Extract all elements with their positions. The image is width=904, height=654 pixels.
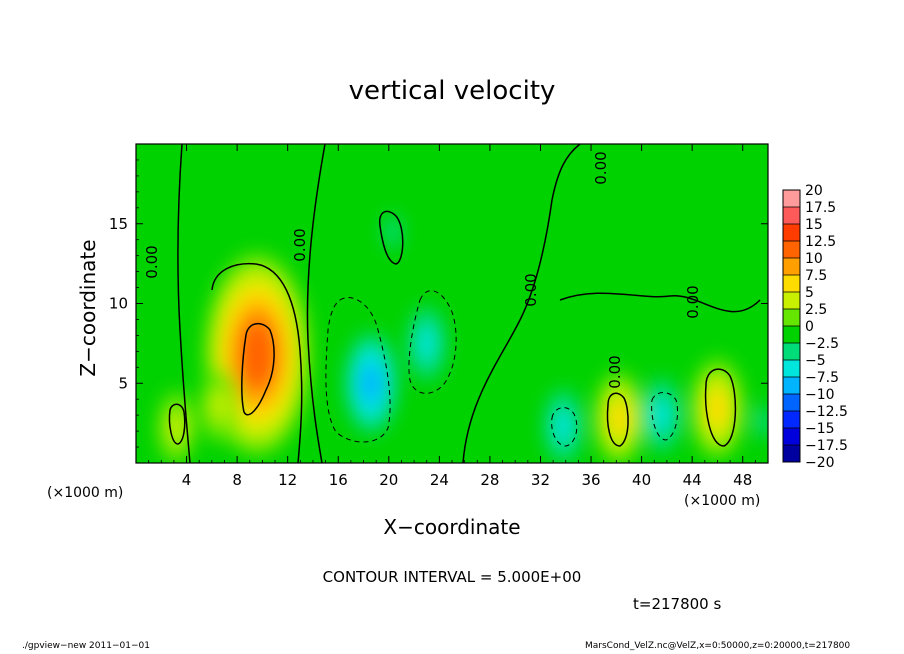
colorbar-label: −2.5: [805, 336, 839, 352]
colorbar-label: 7.5: [805, 268, 827, 284]
chart-title: vertical velocity: [348, 76, 556, 106]
colorbar-swatch: [783, 224, 800, 242]
colorbar-label: −7.5: [805, 370, 839, 386]
colorbar-swatch: [783, 411, 800, 429]
footer-data-source: MarsCond_VelZ.nc@VelZ,x=0:50000,z=0:2000…: [585, 641, 851, 651]
colorbar-label: 15: [805, 217, 823, 233]
x-tick-label: 20: [379, 471, 398, 489]
contour-value-label: 0.00: [684, 285, 702, 318]
contour-value-label: 0.00: [606, 355, 624, 388]
contour-line: [704, 368, 737, 447]
zero-contour-line: [462, 144, 581, 463]
velocity-cell: [554, 409, 573, 444]
colorbar-label: 20: [805, 183, 823, 199]
velocity-cell: [706, 388, 729, 429]
colorbar-swatch: [783, 258, 800, 276]
plot-area: 0.00 0.00 0.00 0.00 0.00 0.00: [136, 144, 768, 463]
negative-contour-line: [325, 297, 391, 443]
zero-contour-line: [559, 292, 761, 313]
zero-contour-line: [379, 210, 404, 265]
colorbar-label: −5: [805, 353, 826, 369]
x-tick-label: 40: [632, 471, 651, 489]
colorbar-swatch: [783, 445, 800, 463]
contour-labels: 0.00 0.00 0.00 0.00 0.00 0.00: [143, 151, 702, 388]
velocity-cell: [608, 399, 629, 438]
velocity-field: [156, 214, 768, 463]
velocity-cell: [652, 397, 671, 433]
y-tick-label: 10: [109, 295, 128, 313]
velocity-cell: [360, 363, 382, 404]
colorbar-label: 2.5: [805, 302, 827, 318]
colorbar: 2017.51512.5107.552.50−2.5−5−7.5−10−12.5…: [782, 183, 848, 471]
x-tick-label: 28: [480, 471, 499, 489]
contour-line: [606, 392, 629, 447]
x-tick-label: 24: [430, 471, 449, 489]
velocity-cell: [383, 214, 402, 250]
x-tick-label: 32: [531, 471, 550, 489]
colorbar-swatch: [783, 275, 800, 293]
colorbar-label: −17.5: [805, 438, 848, 454]
colorbar-label: −10: [805, 387, 835, 403]
contour-lines: [168, 144, 761, 463]
contour-value-label: 0.00: [592, 151, 610, 184]
negative-contour-line: [408, 290, 457, 394]
colorbar-label: 5: [805, 285, 814, 301]
colorbar-label: 17.5: [805, 200, 836, 216]
time-stamp: t=217800 s: [633, 595, 722, 613]
contour-value-label: 0.00: [291, 228, 309, 261]
colorbar-swatch: [783, 309, 800, 327]
x-tick-label: 44: [683, 471, 702, 489]
contour-line: [211, 262, 303, 463]
colorbar-swatch: [783, 292, 800, 310]
zero-contour-line: [177, 144, 191, 463]
negative-contour-line: [651, 392, 679, 441]
x-axis-label: X−coordinate: [383, 515, 521, 539]
colorbar-swatch: [783, 360, 800, 378]
colorbar-label: −15: [805, 421, 835, 437]
x-tick-label: 48: [733, 471, 752, 489]
y-tick-label: 15: [109, 215, 128, 233]
colorbar-label: −12.5: [805, 404, 848, 420]
negative-contour-line: [551, 407, 578, 447]
colorbar-swatch: [783, 343, 800, 361]
velocity-cell: [210, 388, 229, 423]
contour-line: [241, 323, 275, 416]
contour-value-label: 0.00: [522, 273, 540, 306]
colorbar-label: 10: [805, 251, 823, 267]
x-tick-label: 4: [182, 471, 192, 489]
x-unit-label-left: (×1000 m): [47, 485, 124, 501]
colorbar-swatch: [783, 241, 800, 259]
x-tick-label: 12: [278, 471, 297, 489]
velocity-cell: [238, 318, 277, 391]
velocity-cell: [753, 404, 768, 439]
colorbar-swatch: [783, 428, 800, 446]
colorbar-label: 0: [805, 319, 814, 335]
velocity-cell: [417, 326, 436, 361]
footer-program-info: ./gpview−new 2011−01−01: [22, 641, 150, 651]
zero-contour-line: [306, 144, 326, 463]
y-axis-ticks: 5 10 15: [109, 159, 768, 448]
x-tick-label: 36: [581, 471, 600, 489]
x-tick-label: 8: [232, 471, 242, 489]
colorbar-swatch: [783, 207, 800, 225]
contour-interval-text: CONTOUR INTERVAL = 5.000E+00: [322, 568, 582, 586]
contour-value-label: 0.00: [143, 245, 161, 278]
x-tick-label: 16: [329, 471, 348, 489]
contour-line: [168, 403, 186, 445]
y-tick-label: 5: [118, 374, 128, 392]
colorbar-swatch: [783, 326, 800, 344]
colorbar-swatch: [783, 190, 800, 208]
colorbar-swatch: [783, 377, 800, 395]
colorbar-label: 12.5: [805, 234, 836, 250]
x-unit-label-right: (×1000 m): [684, 493, 761, 509]
x-axis-ticks: 4 8 12 16 20 24 28 32 36 40 44 48: [148, 144, 756, 489]
colorbar-label: −20: [805, 455, 835, 471]
colorbar-swatch: [783, 394, 800, 412]
